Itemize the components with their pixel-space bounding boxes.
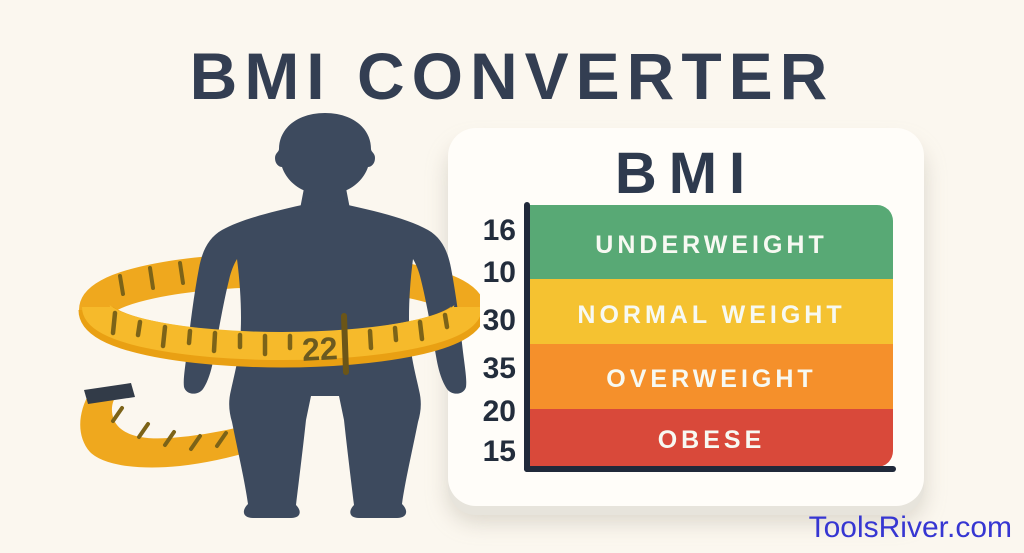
tape-end-cap (84, 383, 135, 404)
axis-tick-label: 30 (482, 304, 516, 337)
bmi-axis-line (524, 202, 530, 472)
bmi-category-bands: UNDERWEIGHT NORMAL WEIGHT OVERWEIGHT OBE… (530, 205, 893, 467)
head (275, 113, 375, 192)
axis-tick-label: 10 (482, 256, 516, 289)
measuring-tape-front-band: 22 (78, 303, 480, 375)
tape-front-tick-marks (110, 310, 450, 357)
tape-major-tick (341, 313, 349, 375)
band-underweight: UNDERWEIGHT (530, 205, 893, 279)
axis-tick-label: 16 (482, 214, 516, 247)
band-obese: OBESE (530, 409, 893, 467)
axis-tick-label: 15 (482, 435, 516, 468)
tape-back-tick-marks (118, 261, 185, 296)
band-normal-weight: NORMAL WEIGHT (530, 279, 893, 344)
bmi-chart-title: BMI (614, 141, 758, 206)
page-title: BMI CONVERTER (189, 39, 835, 113)
band-overweight: OVERWEIGHT (530, 344, 893, 409)
human-silhouette-illustration: 22 (78, 113, 480, 518)
watermark-toolsriver: ToolsRiver.com (808, 511, 1012, 544)
bmi-axis-baseline (524, 466, 896, 472)
axis-tick-label: 20 (482, 395, 516, 428)
tape-reading: 22 (301, 330, 338, 368)
tape-tail-tick-marks (111, 406, 228, 451)
axis-tick-label: 35 (482, 352, 516, 385)
